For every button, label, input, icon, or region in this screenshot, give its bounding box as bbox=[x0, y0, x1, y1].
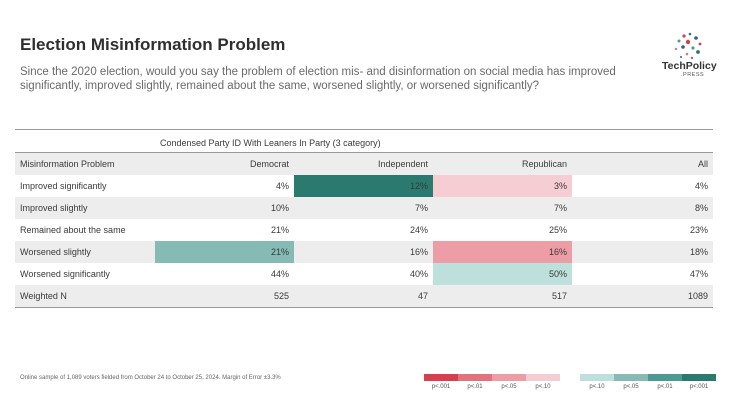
table-cell: 25% bbox=[548, 225, 567, 235]
footnote: Online sample of 1,089 voters fielded fr… bbox=[20, 375, 281, 381]
legend-label: p<.05 bbox=[501, 384, 517, 390]
legend-swatch bbox=[648, 374, 682, 381]
table-cell: 7% bbox=[414, 203, 428, 213]
significance-legend-positive: p<.10 p<.05 p<.01 p<.001 bbox=[580, 374, 716, 390]
table-cell: 47 bbox=[417, 291, 428, 301]
table-cell: 12% bbox=[294, 175, 433, 197]
row-label: Improved slightly bbox=[20, 203, 88, 213]
table-row: Improved significantly 4% 12% 3% 4% bbox=[15, 175, 713, 197]
column-group-label: Condensed Party ID With Leaners In Party… bbox=[160, 138, 381, 148]
column-header: Democrat bbox=[249, 159, 289, 169]
legend-label: p<.10 bbox=[535, 384, 551, 390]
table-cell: 50% bbox=[433, 263, 572, 285]
legend-item: p<.05 bbox=[614, 374, 648, 390]
table-row: Weighted N 525 47 517 1089 bbox=[15, 285, 713, 307]
table-cell: 4% bbox=[275, 181, 289, 191]
row-label: Worsened significantly bbox=[20, 269, 110, 279]
column-header: Independent bbox=[377, 159, 428, 169]
table-cell: 517 bbox=[551, 291, 567, 301]
logo-wordmark: TechPolicy bbox=[662, 60, 717, 72]
table-cell: 16% bbox=[409, 247, 428, 257]
legend-item: p<.10 bbox=[580, 374, 614, 390]
table-cell: 16% bbox=[433, 241, 572, 263]
legend-swatch bbox=[580, 374, 614, 381]
table-cell: 7% bbox=[553, 203, 567, 213]
legend-label: p<.001 bbox=[431, 384, 451, 390]
table-cell: 8% bbox=[694, 203, 708, 213]
table-cell: 18% bbox=[689, 247, 708, 257]
column-header: All bbox=[697, 159, 708, 169]
table-cell: 3% bbox=[433, 175, 572, 197]
chart-title: Election Misinformation Problem bbox=[20, 35, 286, 54]
significance-legend-negative: p<.001 p<.01 p<.05 p<.10 bbox=[424, 374, 560, 390]
legend-swatch bbox=[492, 374, 526, 381]
column-header: Republican bbox=[521, 159, 567, 169]
table-cell: 10% bbox=[270, 203, 289, 213]
legend-item: p<.01 bbox=[648, 374, 682, 390]
table-row: Improved slightly 10% 7% 7% 8% bbox=[15, 197, 713, 219]
legend-swatch bbox=[458, 374, 492, 381]
table-cell: 47% bbox=[689, 269, 708, 279]
row-label: Improved significantly bbox=[20, 181, 107, 191]
legend-label: p<.001 bbox=[689, 384, 709, 390]
legend-item: p<.05 bbox=[492, 374, 526, 390]
legend-label: p<.05 bbox=[623, 384, 639, 390]
techpolicy-logo-icon bbox=[674, 32, 702, 60]
legend-label: p<.10 bbox=[589, 384, 605, 390]
legend-swatch bbox=[526, 374, 560, 381]
legend-swatch bbox=[614, 374, 648, 381]
legend-label: p<.01 bbox=[467, 384, 483, 390]
table-cell: 4% bbox=[694, 181, 708, 191]
logo-subtext: .PRESS bbox=[681, 72, 705, 78]
row-label: Weighted N bbox=[20, 291, 67, 301]
legend-swatch bbox=[424, 374, 458, 381]
table-cell: 40% bbox=[409, 269, 428, 279]
column-header: Misinformation Problem bbox=[20, 159, 115, 169]
table-cell: 24% bbox=[409, 225, 428, 235]
table-cell: 1089 bbox=[687, 291, 708, 301]
table-cell: 21% bbox=[155, 241, 294, 263]
chart-subtitle: Since the 2020 election, would you say t… bbox=[20, 66, 616, 92]
table-row: Remained about the same 21% 24% 25% 23% bbox=[15, 219, 713, 241]
row-label: Worsened slightly bbox=[20, 247, 91, 257]
legend-item: p<.001 bbox=[424, 374, 458, 390]
legend-swatch bbox=[682, 374, 716, 381]
table-row: Worsened significantly 44% 40% 50% 47% bbox=[15, 263, 713, 285]
table-cell: 525 bbox=[273, 291, 289, 301]
legend-label: p<.01 bbox=[657, 384, 673, 390]
table-cell: 21% bbox=[270, 225, 289, 235]
table-header-row: Misinformation Problem Democrat Independ… bbox=[15, 152, 713, 175]
legend-item: p<.10 bbox=[526, 374, 560, 390]
legend-item: p<.001 bbox=[682, 374, 716, 390]
row-label: Remained about the same bbox=[20, 225, 126, 235]
table-cell: 23% bbox=[689, 225, 708, 235]
crosstab-table: Misinformation Problem Democrat Independ… bbox=[15, 129, 713, 308]
table-row: Worsened slightly 21% 16% 16% 18% bbox=[15, 241, 713, 263]
table-cell: 44% bbox=[270, 269, 289, 279]
legend-item: p<.01 bbox=[458, 374, 492, 390]
